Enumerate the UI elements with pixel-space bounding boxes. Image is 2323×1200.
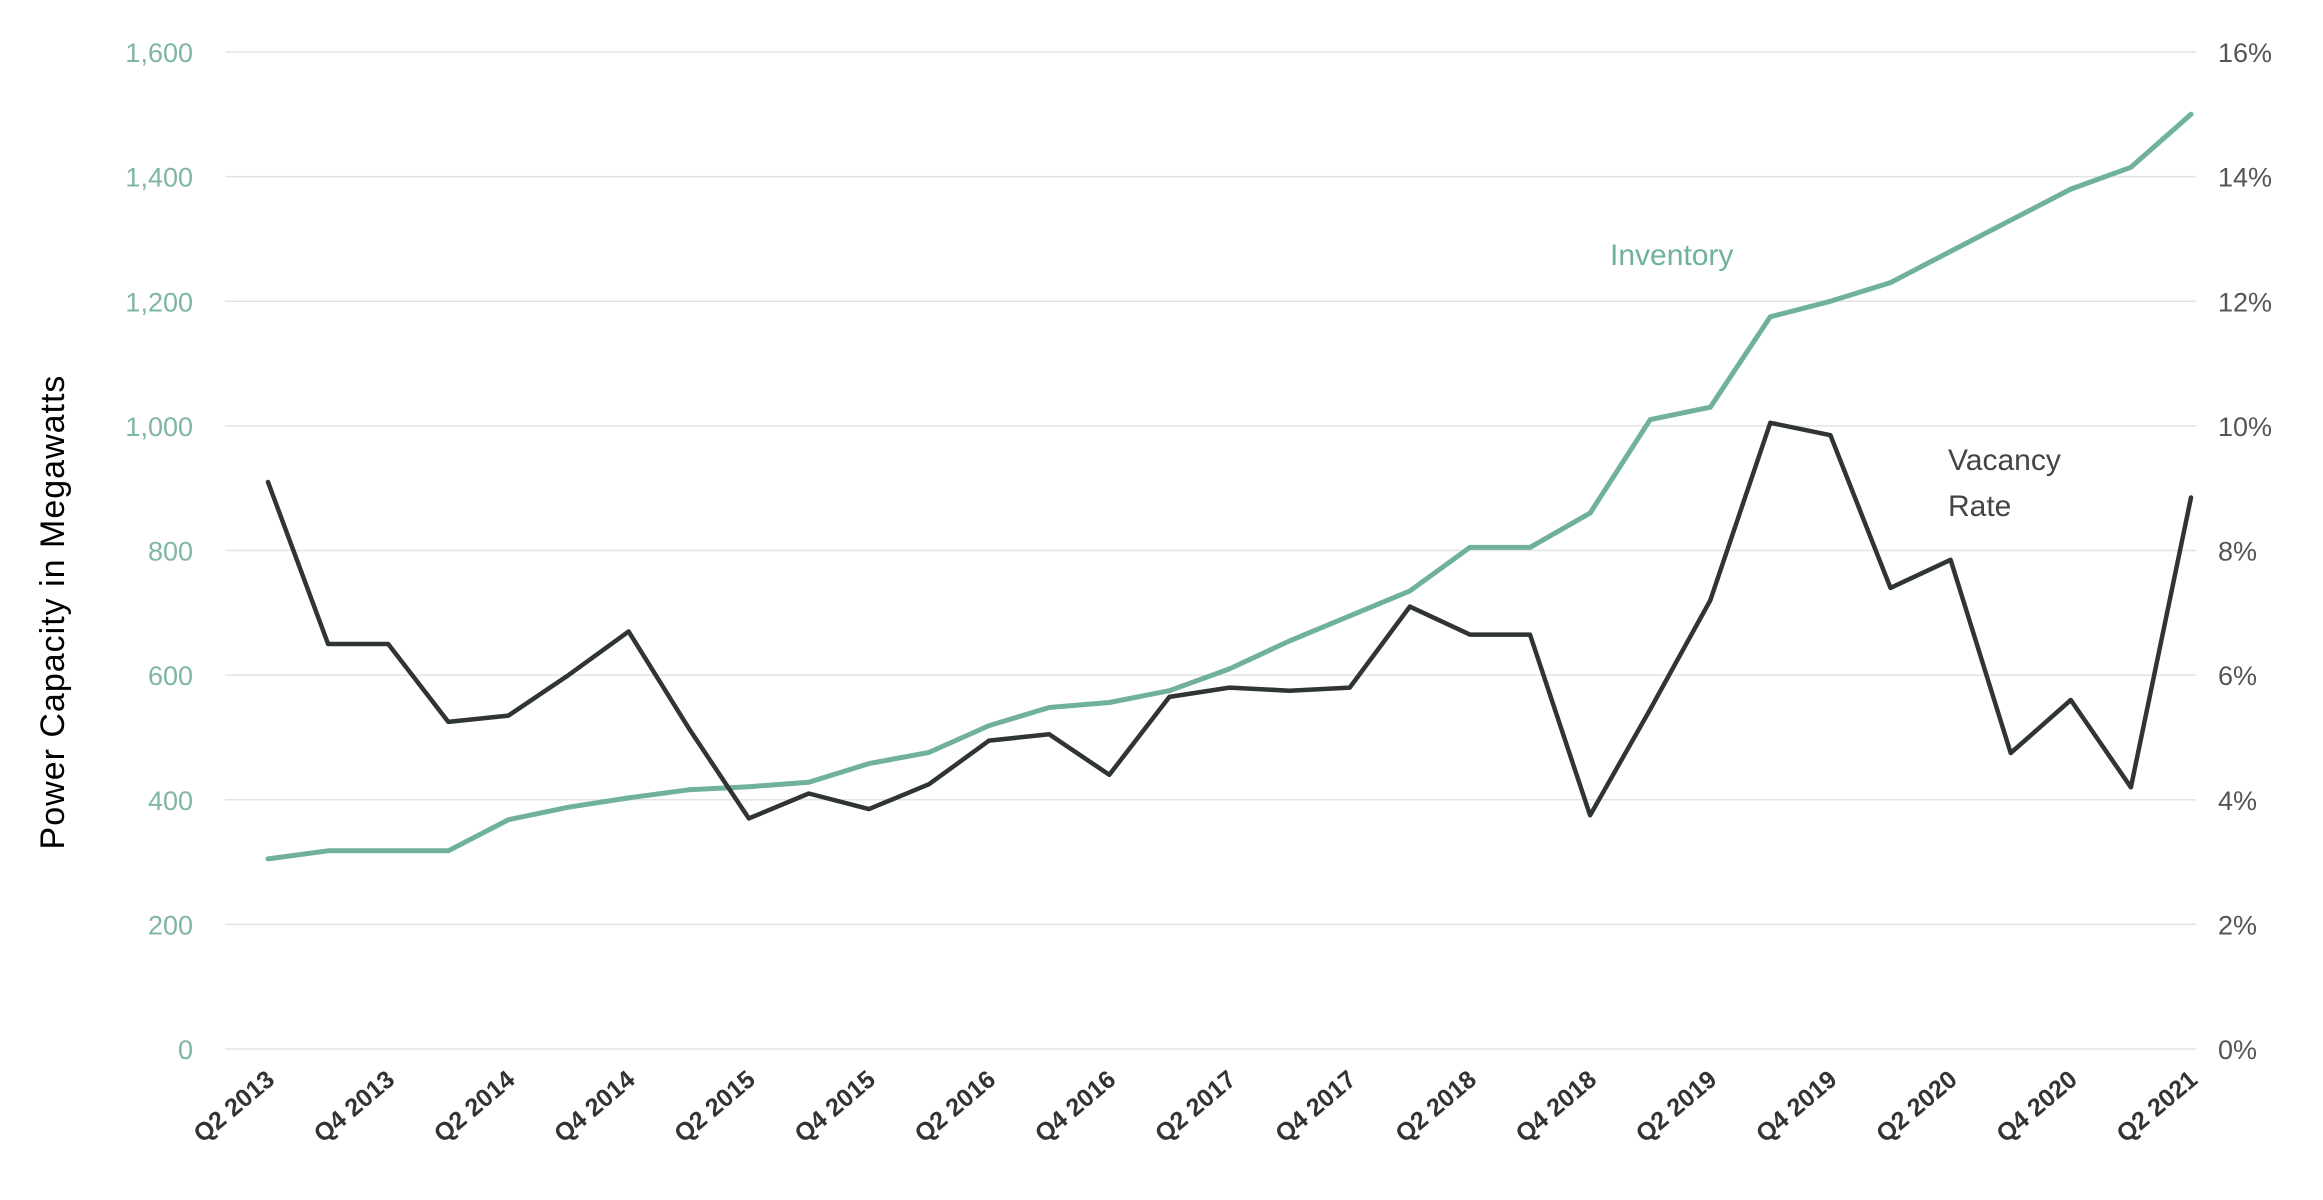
right-y-tick-label: 6%	[2218, 661, 2257, 691]
x-tick-label: Q4 2016	[1030, 1065, 1121, 1148]
right-y-tick-label: 14%	[2218, 163, 2272, 193]
x-tick-label: Q2 2014	[429, 1065, 521, 1148]
left-y-tick-label: 600	[148, 661, 193, 691]
right-y-tick-label: 12%	[2218, 287, 2272, 317]
x-tick-label: Q4 2019	[1751, 1065, 1842, 1148]
left-y-tick-label: 800	[148, 537, 193, 567]
x-tick-label: Q4 2018	[1510, 1065, 1602, 1148]
x-tick-label: Q2 2021	[2111, 1065, 2203, 1148]
x-axis-ticks: Q2 2013 Q4 2013 Q2 2014 Q4 2014 Q2 2015 Q4 20…	[188, 1065, 2203, 1148]
left-y-axis-title: Power Capacity in Megawatts	[34, 375, 72, 850]
inventory-annotation: Inventory	[1610, 239, 1733, 272]
inventory-series-line	[265, 111, 2194, 862]
x-tick-label: Q2 2015	[669, 1065, 761, 1148]
x-tick-label: Q2 2016	[910, 1065, 1001, 1148]
vacancy-rate-series-line	[265, 420, 2194, 821]
left-y-tick-label: 1,600	[125, 38, 193, 68]
right-y-tick-label: 16%	[2218, 38, 2272, 68]
left-y-tick-label: 200	[148, 910, 193, 940]
right-y-tick-label: 4%	[2218, 786, 2257, 816]
left-y-tick-label: 0	[178, 1035, 193, 1065]
x-tick-label: Q4 2015	[789, 1065, 881, 1148]
x-tick-label: Q2 2018	[1390, 1065, 1482, 1148]
right-y-axis-ticks: 0% 2% 4% 6% 8% 10% 12% 14% 16%	[2218, 38, 2272, 1065]
right-y-tick-label: 0%	[2218, 1035, 2257, 1065]
x-tick-label: Q2 2020	[1871, 1065, 1962, 1148]
x-tick-label: Q4 2020	[1991, 1065, 2082, 1148]
right-y-tick-label: 2%	[2218, 910, 2257, 940]
left-y-tick-label: 1,200	[125, 287, 193, 317]
x-tick-label: Q2 2017	[1150, 1065, 1241, 1148]
left-y-tick-label: 400	[148, 786, 193, 816]
left-y-axis-ticks: 0 200 400 600 800 1,000 1,200 1,400 1,600	[125, 38, 193, 1065]
series-layer	[265, 111, 2194, 862]
x-tick-label: Q2 2019	[1631, 1065, 1722, 1148]
x-tick-label: Q4 2017	[1270, 1065, 1361, 1148]
x-tick-label: Q4 2013	[309, 1065, 400, 1148]
right-y-tick-label: 10%	[2218, 412, 2272, 442]
x-tick-label: Q2 2013	[188, 1065, 279, 1148]
right-y-tick-label: 8%	[2218, 537, 2257, 567]
x-tick-label: Q4 2014	[549, 1065, 641, 1148]
vacancy-annotation-line2: Rate	[1948, 490, 2011, 523]
vacancy-annotation-line1: Vacancy	[1948, 444, 2061, 477]
gridlines	[225, 51, 2196, 1050]
left-y-tick-label: 1,000	[125, 412, 193, 442]
left-y-tick-label: 1,400	[125, 163, 193, 193]
